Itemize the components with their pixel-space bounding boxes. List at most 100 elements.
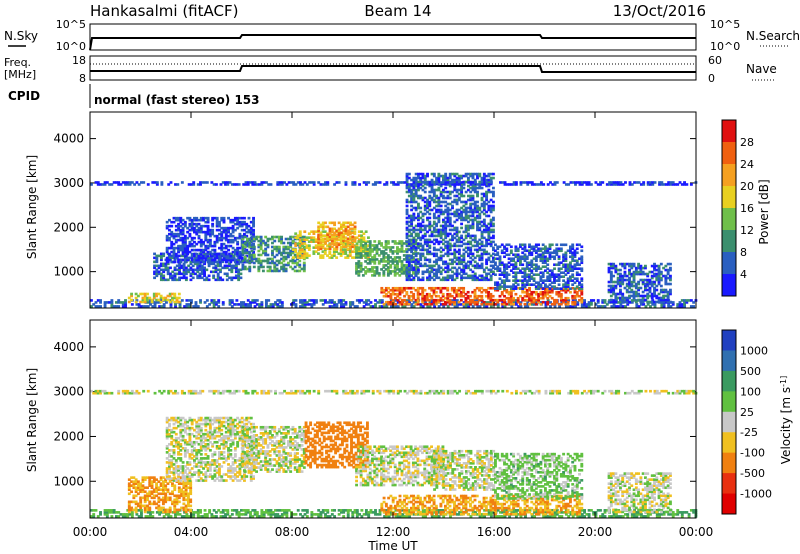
echo-cell — [478, 298, 481, 302]
echo-cell — [416, 246, 420, 250]
echo-cell — [157, 298, 161, 302]
echo-cell — [382, 264, 386, 267]
echo-cell — [517, 305, 521, 308]
echo-cell — [485, 262, 489, 266]
echo-cell — [616, 268, 620, 272]
echo-cell — [364, 254, 368, 257]
echo-cell — [402, 270, 406, 273]
echo-cell — [328, 305, 332, 308]
echo-cell — [476, 226, 479, 230]
echo-cell — [280, 257, 284, 261]
echo-cell — [525, 267, 529, 271]
echo-cell — [639, 278, 643, 282]
echo-cell — [655, 274, 659, 278]
echo-cell — [187, 305, 191, 308]
echo-cell — [426, 216, 429, 220]
echo-cell — [428, 190, 432, 194]
echo-cell — [537, 283, 541, 286]
echo-cell — [204, 256, 208, 260]
echo-cell — [550, 271, 554, 275]
echo-cell — [293, 269, 297, 273]
echo-cell — [657, 272, 661, 276]
echo-cell — [90, 183, 93, 186]
echo-cell — [155, 292, 159, 296]
echo-cell — [634, 266, 638, 270]
echo-cell — [419, 286, 422, 290]
echo-cell — [362, 254, 366, 257]
echo-cell — [528, 275, 531, 279]
echo-cell — [460, 236, 464, 240]
echo-cell — [543, 285, 547, 288]
echo-cell — [423, 212, 427, 216]
echo-cell — [480, 302, 484, 306]
echo-cell — [568, 277, 572, 280]
echo-cell — [258, 305, 262, 308]
echo-cell — [437, 276, 441, 280]
echo-cell — [389, 296, 393, 300]
echo-cell — [284, 267, 288, 271]
echo-cell — [286, 253, 290, 257]
echo-cell — [432, 272, 436, 276]
echo-cell — [119, 183, 123, 186]
echo-cell — [555, 275, 559, 279]
echo-cell — [444, 200, 448, 204]
echo-cell — [646, 280, 650, 284]
echo-cell — [500, 302, 504, 306]
echo-cell — [466, 240, 470, 244]
echo-cell — [250, 249, 254, 253]
echo-cell — [678, 301, 682, 304]
echo-cell — [430, 294, 434, 298]
echo-cell — [480, 186, 484, 190]
echo-cell — [489, 301, 493, 304]
echo-cell — [330, 241, 334, 245]
echo-cell — [301, 244, 304, 247]
echo-cell — [416, 184, 420, 188]
echo-cell — [562, 285, 566, 288]
echo-cell — [534, 290, 538, 294]
echo-cell — [482, 222, 486, 226]
echo-cell — [432, 268, 436, 272]
echo-cell — [179, 228, 183, 232]
echo-cell — [177, 224, 180, 228]
echo-cell — [183, 246, 187, 250]
echo-cell — [250, 255, 254, 259]
echo-cell — [353, 221, 357, 225]
echo-cell — [571, 305, 575, 308]
echo-cell — [266, 245, 270, 249]
echo-cell — [432, 174, 436, 178]
echo-cell — [127, 300, 131, 304]
echo-cell — [455, 176, 459, 180]
echo-cell — [167, 183, 171, 186]
echo-cell — [451, 266, 454, 270]
echo-cell — [188, 250, 192, 254]
echo-cell — [169, 303, 173, 306]
echo-cell — [637, 286, 641, 290]
echo-cell — [494, 263, 497, 267]
noise-sky-label: N.Sky — [4, 29, 38, 43]
echo-cell — [303, 238, 307, 241]
echo-cell — [528, 269, 531, 273]
echo-cell — [303, 305, 307, 308]
echo-cell — [537, 243, 541, 247]
echo-cell — [537, 296, 541, 300]
echo-cell — [373, 270, 377, 273]
echo-cell — [453, 198, 457, 202]
echo-cell — [378, 305, 382, 308]
echo-cell — [241, 259, 245, 263]
echo-cell — [405, 299, 409, 302]
echo-cell — [578, 273, 581, 277]
echo-cell — [618, 288, 622, 292]
echo-cell — [238, 224, 242, 228]
echo-cell — [392, 181, 396, 184]
echo-cell — [580, 283, 584, 286]
echo-cell — [476, 305, 480, 308]
echo-cell — [446, 206, 450, 210]
echo-cell — [416, 294, 420, 298]
echo-cell — [512, 288, 516, 292]
echo-cell — [236, 240, 240, 244]
echo-cell — [430, 172, 434, 176]
echo-cell — [164, 301, 168, 304]
echo-cell — [308, 299, 312, 302]
echo-cell — [317, 229, 321, 233]
echo-cell — [453, 252, 457, 256]
